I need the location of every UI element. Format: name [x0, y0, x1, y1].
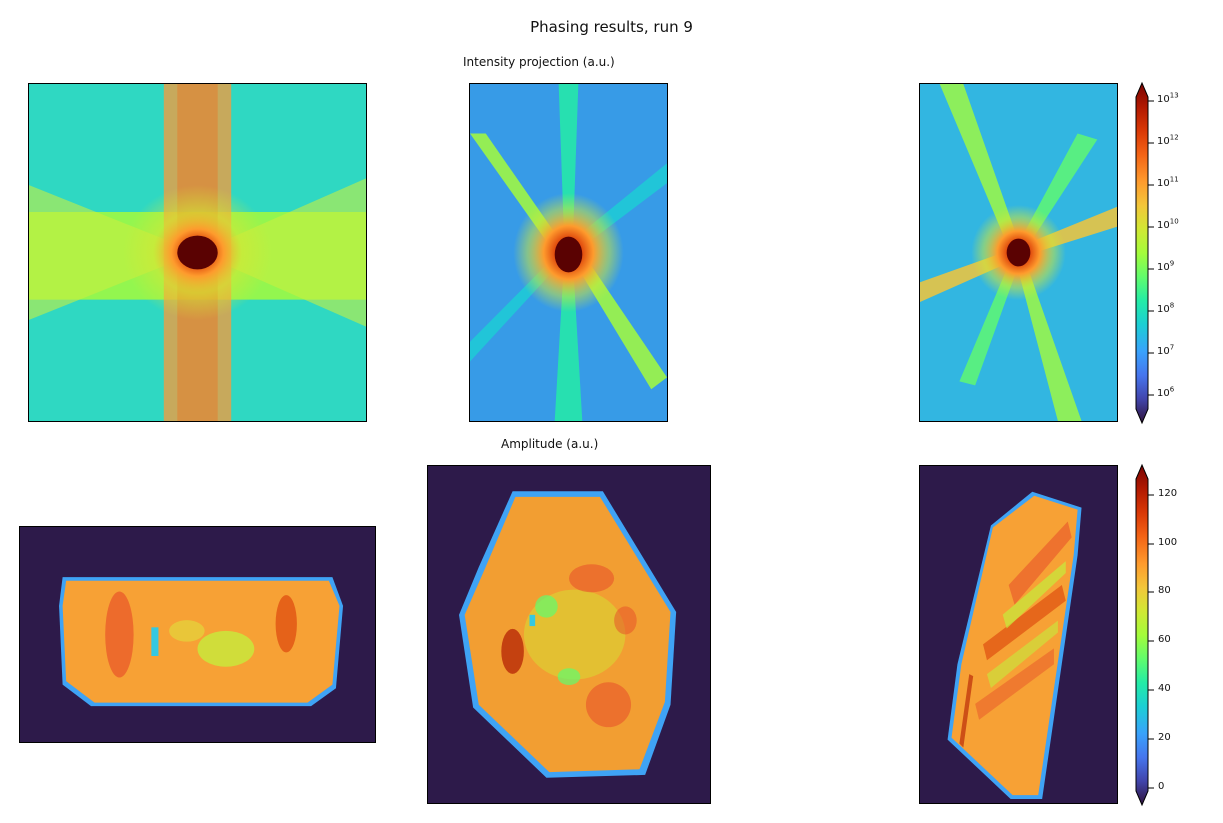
- amplitude-tick-100: 100: [1158, 537, 1178, 548]
- intensity-tick-9: 109: [1157, 259, 1175, 273]
- amplitude-tick-0: 0: [1158, 781, 1165, 792]
- intensity-tick-6: 106: [1157, 385, 1175, 399]
- amplitude-panel-2: [427, 465, 711, 804]
- intensity-panel-2: [469, 83, 668, 422]
- amplitude-tick-60: 60: [1158, 634, 1171, 645]
- figure-title: Phasing results, run 9: [530, 18, 693, 36]
- amplitude-tick-40: 40: [1158, 683, 1171, 694]
- intensity-panel-3: [919, 83, 1118, 422]
- intensity-colorbar: 1013 1012 1011 1010 109 108 107 106: [1132, 81, 1192, 425]
- intensity-tick-11: 1011: [1157, 175, 1179, 189]
- amplitude-row-title: Amplitude (a.u.): [501, 437, 599, 451]
- intensity-tick-7: 107: [1157, 343, 1175, 357]
- intensity-row-title: Intensity projection (a.u.): [463, 55, 615, 69]
- intensity-tick-13: 1013: [1157, 91, 1179, 105]
- intensity-tick-8: 108: [1157, 301, 1175, 315]
- amplitude-panel-3: [919, 465, 1118, 804]
- amplitude-panel-1: [19, 526, 376, 743]
- amplitude-tick-120: 120: [1158, 488, 1178, 499]
- intensity-tick-10: 1010: [1157, 217, 1179, 231]
- intensity-panel-1: [28, 83, 367, 422]
- intensity-tick-12: 1012: [1157, 133, 1179, 147]
- amplitude-tick-20: 20: [1158, 732, 1171, 743]
- amplitude-colorbar: 120 100 80 60 40 20 0: [1132, 463, 1192, 807]
- amplitude-tick-80: 80: [1158, 585, 1171, 596]
